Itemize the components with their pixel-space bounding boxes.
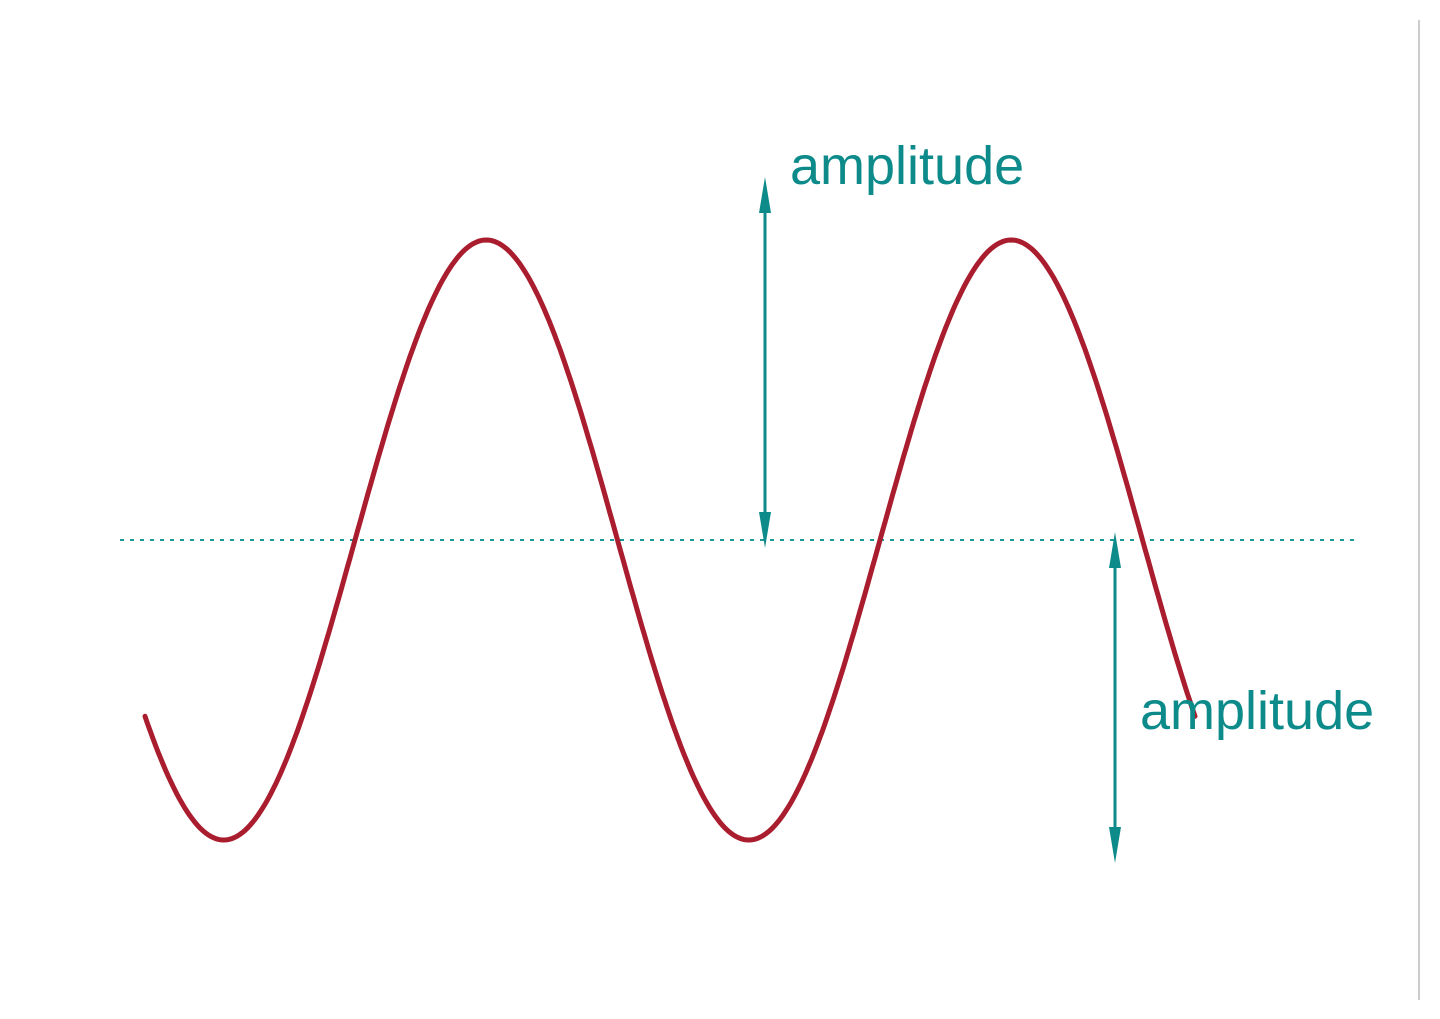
amplitude-label-2: amplitude (1140, 680, 1374, 742)
wave-amplitude-diagram: amplitude amplitude (20, 20, 1420, 1000)
amplitude-label-1: amplitude (790, 135, 1024, 197)
diagram-svg (20, 20, 1420, 1000)
